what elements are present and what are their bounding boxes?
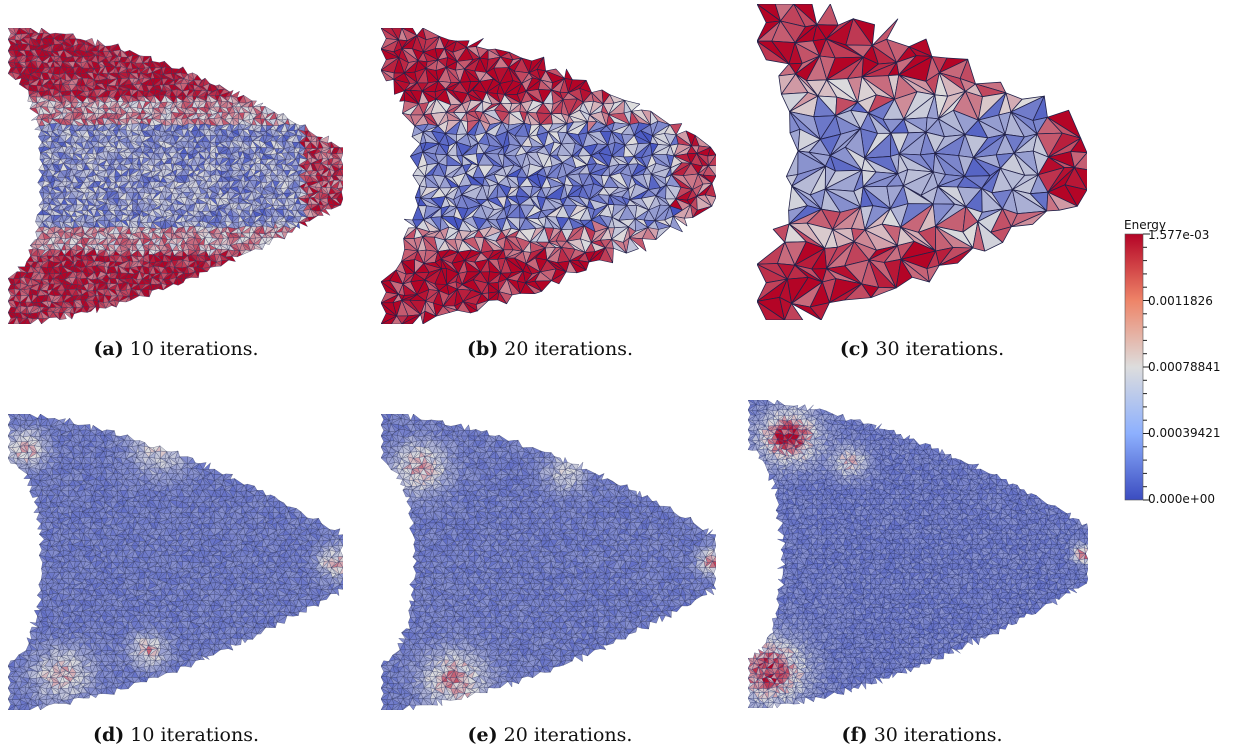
mesh-element	[41, 317, 50, 324]
mesh-element	[34, 125, 42, 131]
mesh-plot-b	[381, 28, 716, 324]
mesh-element	[140, 289, 150, 298]
mesh-element	[265, 237, 273, 245]
mesh-element	[669, 215, 683, 233]
mesh-element	[125, 296, 131, 303]
mesh-element	[281, 231, 288, 240]
mesh-element	[52, 311, 60, 320]
mesh-element	[180, 278, 186, 283]
mesh-element	[692, 205, 713, 218]
mesh-element	[304, 216, 310, 223]
mesh-element	[287, 226, 297, 233]
mesh-element	[80, 306, 88, 313]
mesh-panel-a	[8, 28, 343, 324]
mesh-element	[162, 283, 174, 291]
mesh-element	[641, 227, 657, 240]
mesh-element	[684, 204, 694, 219]
mesh-element	[317, 210, 324, 216]
mesh-element	[59, 312, 67, 320]
mesh-element	[599, 247, 613, 264]
mesh-element	[414, 185, 421, 199]
mesh-element	[337, 187, 343, 192]
mesh-element	[130, 295, 140, 301]
mesh-element	[569, 260, 587, 274]
mesh-element	[228, 256, 236, 262]
mesh-element	[13, 317, 20, 324]
mesh-element	[626, 237, 639, 254]
mesh-element	[296, 222, 301, 229]
mesh-element	[148, 289, 153, 298]
mesh-element	[325, 203, 332, 210]
mesh-element	[702, 174, 716, 184]
mesh-element	[331, 204, 341, 210]
mesh-element	[236, 250, 242, 258]
mesh-element	[309, 215, 319, 222]
mesh-element	[381, 69, 395, 82]
mesh-element	[86, 306, 96, 313]
mesh-element	[551, 271, 567, 285]
mesh-element	[220, 259, 229, 267]
mesh-element	[336, 153, 343, 160]
mesh-element	[704, 194, 716, 207]
mesh-element	[69, 312, 75, 320]
mesh-element	[611, 239, 627, 254]
mesh-element	[24, 317, 31, 324]
mesh-element	[114, 300, 120, 308]
mesh-element	[202, 267, 211, 272]
mesh-element	[215, 262, 222, 267]
mesh-element	[158, 283, 164, 291]
mesh-plot-a	[8, 28, 343, 324]
mesh-element	[190, 271, 199, 278]
mesh-element	[629, 237, 647, 252]
mesh-element	[393, 79, 405, 95]
mesh-element	[108, 301, 117, 308]
mesh-element	[241, 249, 252, 256]
mesh-element	[95, 306, 100, 314]
mesh-element	[30, 318, 39, 324]
mesh-element	[253, 243, 263, 250]
mesh-element	[298, 221, 308, 227]
mesh-element	[578, 260, 590, 271]
mesh-element	[320, 208, 331, 216]
mesh-element	[466, 38, 484, 48]
mesh-element	[564, 68, 573, 81]
mesh-element	[655, 226, 671, 240]
mesh-element	[98, 301, 106, 309]
mesh-element	[258, 243, 266, 250]
mesh-element	[304, 124, 309, 132]
mesh-element	[197, 266, 208, 273]
mesh-element	[336, 198, 343, 206]
mesh-panel-b	[381, 28, 716, 324]
mesh-element	[176, 277, 184, 286]
mesh-element	[275, 232, 285, 240]
mesh-element	[672, 215, 688, 227]
